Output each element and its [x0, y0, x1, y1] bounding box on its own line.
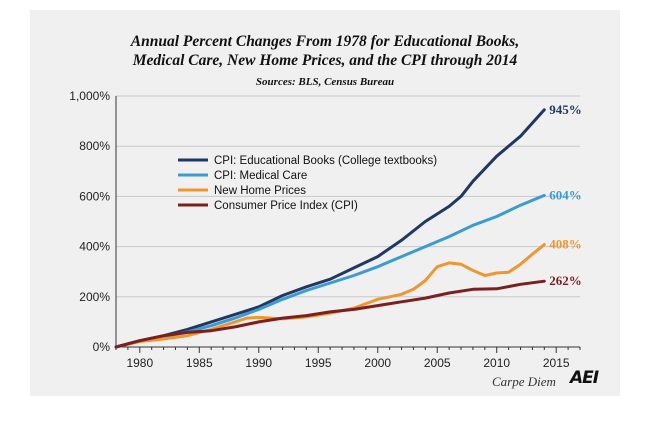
series-line-2 — [114, 193, 546, 349]
series-line-1 — [114, 108, 546, 349]
series-line-3 — [114, 243, 546, 349]
y-tick-label: 800% — [79, 139, 110, 153]
x-tick-label: 1985 — [186, 356, 213, 370]
x-tick-label: 2010 — [483, 356, 510, 370]
y-tick-label: 1,000% — [69, 89, 110, 103]
chart-title-line-1: Annual Percent Changes From 1978 for Edu… — [130, 33, 520, 50]
x-tick-label: 1980 — [126, 356, 153, 370]
x-tick-label: 2005 — [424, 356, 451, 370]
x-tick-label: 1990 — [245, 356, 272, 370]
chart-title: Annual Percent Changes From 1978 for Edu… — [30, 32, 620, 70]
x-tick-label: 1995 — [305, 356, 332, 370]
legend-label: CPI: Medical Care — [214, 170, 307, 182]
x-tick-label: 2000 — [364, 356, 391, 370]
y-tick-label: 200% — [79, 290, 110, 304]
legend-label: New Home Prices — [214, 185, 306, 197]
series-end-label: 604% — [549, 187, 582, 202]
chart-title-line-2: Medical Care, New Home Prices, and the C… — [132, 52, 518, 69]
aei-logo: AEI — [570, 368, 599, 388]
legend-label: Consumer Price Index (CPI) — [214, 200, 358, 212]
series-end-label: 408% — [549, 237, 582, 252]
y-tick-label: 600% — [79, 189, 110, 203]
series-end-label: 262% — [549, 273, 582, 288]
legend-label: CPI: Educational Books (College textbook… — [214, 155, 437, 167]
series-line-4 — [114, 279, 546, 349]
series-end-label: 945% — [549, 102, 582, 117]
x-tick-label: 2015 — [543, 356, 570, 370]
chart-subtitle: Sources: BLS, Census Bureau — [255, 76, 395, 88]
y-tick-label: 400% — [79, 240, 110, 254]
footer-caption: Carpe Diem — [492, 374, 556, 389]
chart-frame — [30, 10, 620, 396]
y-tick-label: 0% — [93, 340, 111, 354]
